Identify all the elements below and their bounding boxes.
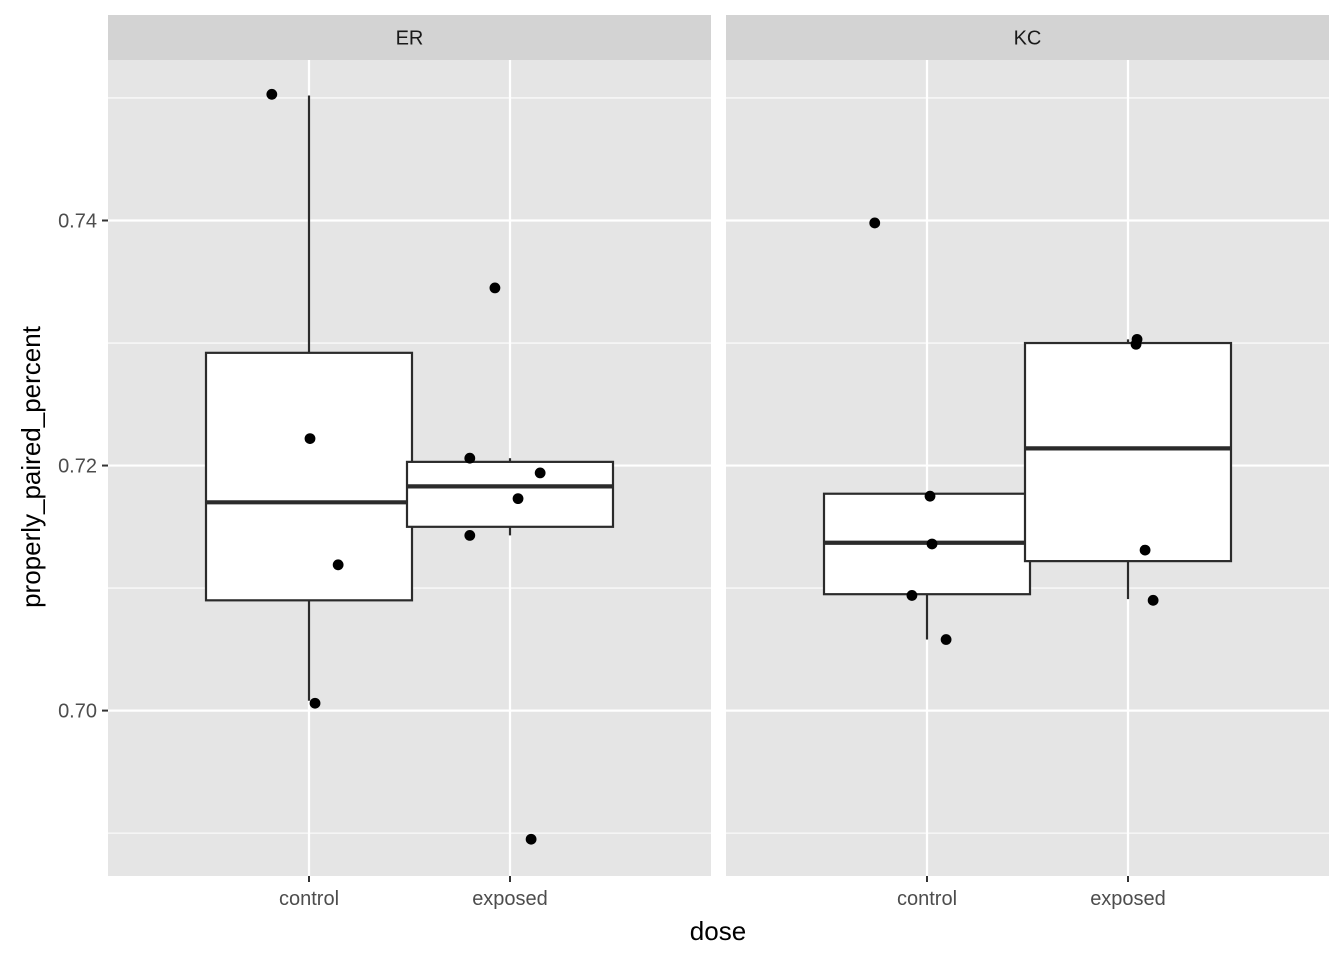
data-point (1139, 544, 1151, 556)
boxplot-exposed (405, 458, 615, 536)
boxplot-exposed (1023, 339, 1233, 600)
data-point (304, 433, 316, 444)
x-tick-label: exposed (1090, 888, 1166, 910)
x-tick-label: control (279, 888, 339, 910)
data-point (309, 697, 321, 709)
data-point (924, 490, 936, 502)
data-point (906, 590, 918, 601)
facet-strip-label: KC (1014, 28, 1042, 50)
data-point (464, 529, 476, 541)
data-point (534, 467, 546, 479)
y-axis-title: properly_paired_percent (16, 325, 46, 608)
x-axis-title: dose (690, 916, 746, 946)
facet-strip (726, 15, 1329, 60)
y-tick-label: 0.70 (58, 701, 97, 723)
facet-panel-er: ER control exposed (108, 15, 711, 910)
data-point (926, 538, 938, 550)
box-iqr (405, 460, 615, 528)
data-point (869, 217, 881, 229)
box-iqr (1023, 341, 1233, 563)
data-point (266, 88, 278, 100)
y-tick-label: 0.74 (58, 211, 97, 233)
data-point (489, 282, 501, 294)
data-point (940, 634, 952, 645)
data-point (464, 452, 476, 464)
data-point (332, 559, 344, 571)
y-tick-label: 0.72 (58, 456, 97, 478)
data-point (1130, 338, 1142, 350)
x-tick-label: control (897, 888, 957, 910)
box-iqr (204, 351, 414, 602)
facet-strip (108, 15, 711, 60)
data-point (525, 833, 537, 845)
boxplot-control (204, 95, 414, 701)
x-tick-label: exposed (472, 888, 548, 910)
data-point (512, 493, 524, 505)
facet-panel-kc: KC control exposed (726, 15, 1329, 910)
data-point (1147, 594, 1159, 606)
facet-strip-label: ER (396, 28, 424, 50)
